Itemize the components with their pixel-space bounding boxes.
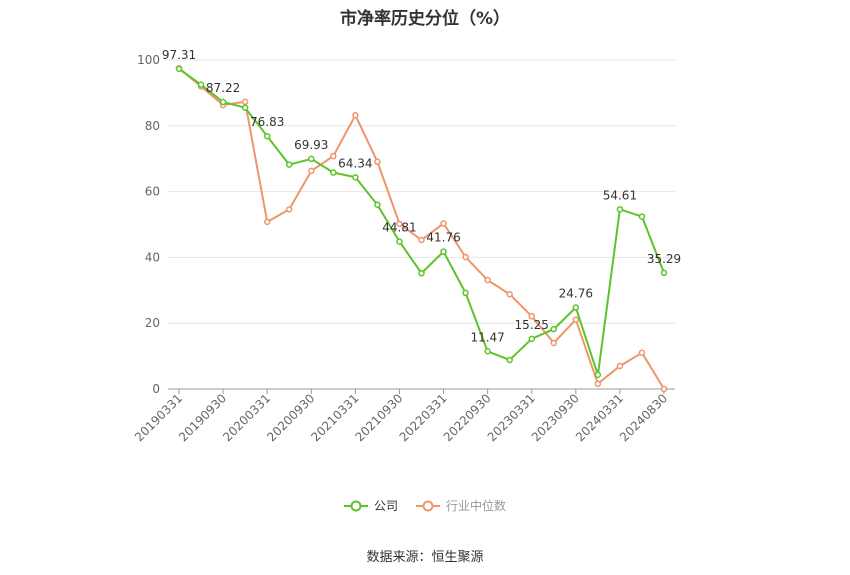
- data-label: 76.83: [250, 115, 284, 129]
- legend-swatch-industry-icon: [416, 500, 440, 511]
- data-point: [550, 339, 558, 347]
- data-point: [219, 98, 227, 106]
- legend-label-industry-median: 行业中位数: [446, 499, 507, 513]
- data-point: [440, 220, 447, 227]
- data-point: [638, 349, 646, 357]
- y-tick-label: 100: [137, 53, 160, 67]
- data-point: [330, 152, 337, 160]
- data-point: [396, 220, 403, 228]
- data-label: 41.76: [426, 231, 460, 245]
- data-labels: 97.31 87.22 76.83 69.93 64.34 44.81 41.76 11.47…: [162, 48, 681, 344]
- data-point: [484, 348, 491, 355]
- data-label: 69.93: [294, 138, 328, 152]
- data-point: [263, 218, 271, 226]
- y-tick-label: 40: [145, 250, 160, 264]
- data-point: [594, 371, 602, 379]
- x-axis: 2019033120190930202003312020093020210331…: [132, 389, 670, 444]
- y-tick-label: 80: [145, 119, 160, 133]
- data-label: 87.22: [206, 81, 240, 95]
- data-point: [638, 213, 646, 220]
- y-axis: 0 20 40 60 80 100: [137, 53, 160, 396]
- series-group: [175, 64, 668, 393]
- data-label: 35.29: [647, 252, 681, 266]
- data-point: [418, 269, 425, 277]
- legend-item-company[interactable]: 公司: [343, 497, 398, 514]
- data-point: [550, 325, 558, 333]
- data-point: [660, 385, 668, 393]
- data-label: 24.76: [559, 287, 593, 301]
- grid-lines: [168, 59, 675, 390]
- data-label: 11.47: [470, 330, 504, 344]
- y-tick-label: 60: [145, 185, 160, 199]
- data-point: [241, 98, 249, 106]
- chart-title: 市净率历史分位（%）: [339, 9, 511, 29]
- data-point: [330, 169, 337, 176]
- data-point: [572, 304, 580, 311]
- data-point: [484, 276, 491, 284]
- data-point: [660, 269, 668, 277]
- data-point: [285, 161, 293, 168]
- data-point: [528, 335, 535, 343]
- data-point: [462, 253, 469, 261]
- data-point: [594, 380, 602, 387]
- data-point: [616, 206, 624, 213]
- data-point: [506, 290, 513, 298]
- data-point: [462, 289, 469, 297]
- data-source: 数据来源：恒生聚源: [366, 550, 484, 565]
- legend-label-company: 公司: [373, 499, 398, 513]
- data-point: [352, 174, 359, 181]
- data-point: [308, 167, 315, 175]
- x-tick-label: 20240830: [617, 391, 670, 444]
- data-point: [572, 316, 580, 323]
- data-point: [616, 362, 624, 370]
- data-label: 54.61: [603, 188, 637, 202]
- data-point: [175, 65, 183, 73]
- y-tick-label: 0: [152, 382, 160, 396]
- legend-swatch-company-icon: [343, 500, 368, 511]
- data-point: [506, 356, 513, 364]
- legend-item-industry-median[interactable]: 行业中位数: [416, 497, 506, 514]
- data-label: 64.34: [338, 156, 372, 170]
- data-point: [285, 206, 293, 213]
- data-point: [374, 201, 381, 209]
- data-point: [418, 236, 425, 244]
- data-label: 44.81: [382, 221, 416, 235]
- data-label: 15.25: [515, 318, 549, 332]
- data-point: [374, 158, 381, 165]
- y-tick-label: 20: [145, 316, 160, 330]
- data-point: [396, 238, 403, 245]
- data-point: [308, 155, 315, 163]
- data-point: [440, 248, 447, 255]
- data-point: [528, 313, 535, 320]
- data-point: [197, 81, 205, 88]
- legend: 公司 行业中位数: [0, 497, 850, 514]
- data-point: [352, 112, 359, 119]
- data-point: [263, 132, 271, 140]
- data-label: 97.31: [162, 48, 196, 62]
- data-point: [241, 104, 249, 111]
